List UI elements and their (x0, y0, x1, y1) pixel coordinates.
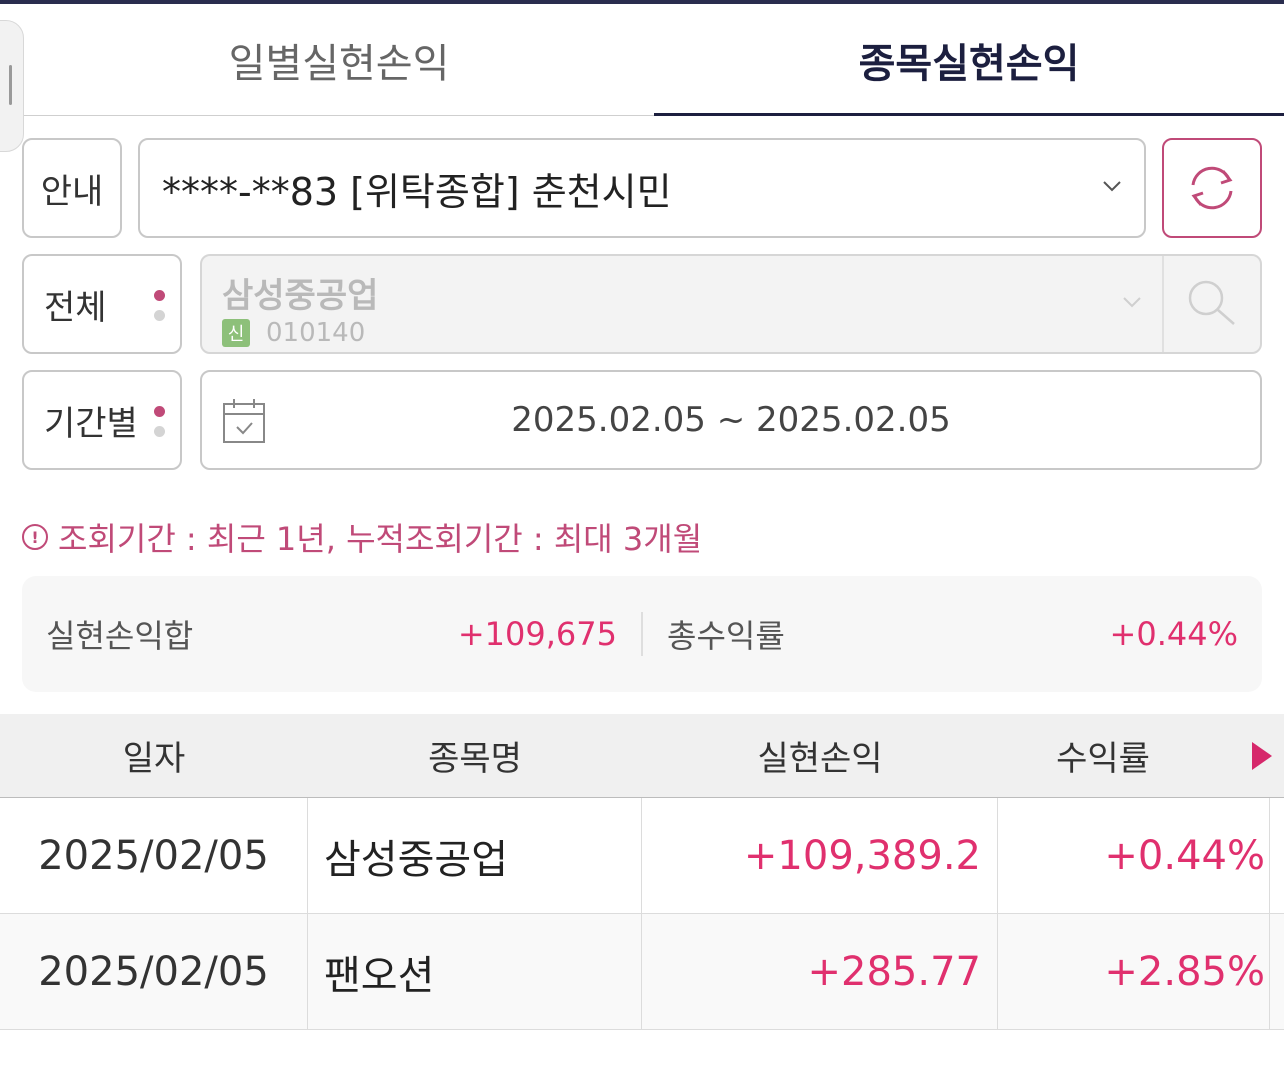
option-dots-icon (154, 406, 166, 438)
date-range-field[interactable]: 2025.02.05 ~ 2025.02.05 (200, 370, 1262, 470)
option-dots-icon (154, 290, 166, 322)
row-date: 2025/02/05 (0, 798, 308, 913)
grip-icon (9, 65, 12, 105)
period-mode-label: 기간별 (44, 403, 138, 444)
row-return: +0.44% (998, 798, 1270, 913)
account-select[interactable]: ****-**83 [위탁종합] 춘천시민 (138, 138, 1146, 238)
calendar-icon (223, 399, 265, 443)
tab-bar: 일별실현손익 종목실현손익 (24, 4, 1284, 116)
summary-return-label: 총수익률 (667, 617, 785, 655)
stock-search-button[interactable] (1162, 256, 1260, 352)
row-realized-pl: +285.77 (642, 914, 998, 1029)
search-icon (1188, 280, 1235, 325)
table-header: 일자 종목명 실현손익 수익률 (0, 714, 1284, 798)
stock-scope-label: 전체 (44, 287, 107, 328)
tab-stock-realized-pl[interactable]: 종목실현손익 (654, 4, 1284, 116)
tab-daily-realized-pl[interactable]: 일별실현손익 (228, 40, 450, 87)
stock-name: 삼성중공업 (222, 276, 379, 316)
notice-text: 조회기간 : 최근 1년, 누적조회기간 : 최대 3개월 (58, 520, 703, 558)
side-panel-handle[interactable] (0, 20, 24, 152)
table-row[interactable]: 2025/02/05 삼성중공업 +109,389.2 +0.44% (0, 798, 1284, 914)
column-header-date[interactable]: 일자 (122, 739, 186, 779)
stock-scope-button[interactable]: 전체 (22, 254, 182, 354)
summary-realized-value: +109,675 (457, 615, 617, 653)
row-realized-pl: +109,389.2 (642, 798, 998, 913)
row-stock-name: 삼성중공업 (308, 798, 642, 913)
column-header-realized-pl[interactable]: 실현손익 (757, 739, 883, 779)
stock-badge: 신 (222, 319, 250, 347)
summary-return: 총수익률 +0.44% (641, 612, 1262, 656)
summary-panel: 실현손익합 +109,675 총수익률 +0.44% (22, 576, 1262, 692)
table-row[interactable]: 2025/02/05 팬오션 +285.77 +2.85% (0, 914, 1284, 1030)
stock-code: 010140 (266, 318, 366, 348)
period-mode-button[interactable]: 기간별 (22, 370, 182, 470)
chevron-down-icon (1123, 297, 1141, 308)
refresh-icon (1191, 166, 1233, 210)
summary-return-value: +0.44% (1109, 615, 1238, 653)
top-accent-bar (0, 0, 1284, 4)
summary-realized-label: 실현손익합 (46, 617, 194, 655)
refresh-button[interactable] (1162, 138, 1262, 238)
summary-realized: 실현손익합 +109,675 (22, 612, 641, 656)
date-range-text: 2025.02.05 ~ 2025.02.05 (511, 400, 951, 440)
row-stock-name: 팬오션 (308, 914, 642, 1029)
row-return: +2.85% (998, 914, 1270, 1029)
column-header-stock-name[interactable]: 종목명 (428, 739, 522, 779)
stock-field: 삼성중공업 신 010140 (200, 254, 1262, 354)
guide-button[interactable]: 안내 (22, 138, 122, 238)
notice: ! 조회기간 : 최근 1년, 누적조회기간 : 최대 3개월 (22, 514, 702, 560)
chevron-down-icon (1103, 181, 1121, 192)
row-date: 2025/02/05 (0, 914, 308, 1029)
account-selected-value: ****-**83 [위탁종합] 춘천시민 (162, 169, 672, 214)
play-arrow-icon[interactable] (1252, 742, 1272, 770)
column-header-return[interactable]: 수익률 (1056, 739, 1150, 779)
info-icon: ! (22, 524, 48, 550)
